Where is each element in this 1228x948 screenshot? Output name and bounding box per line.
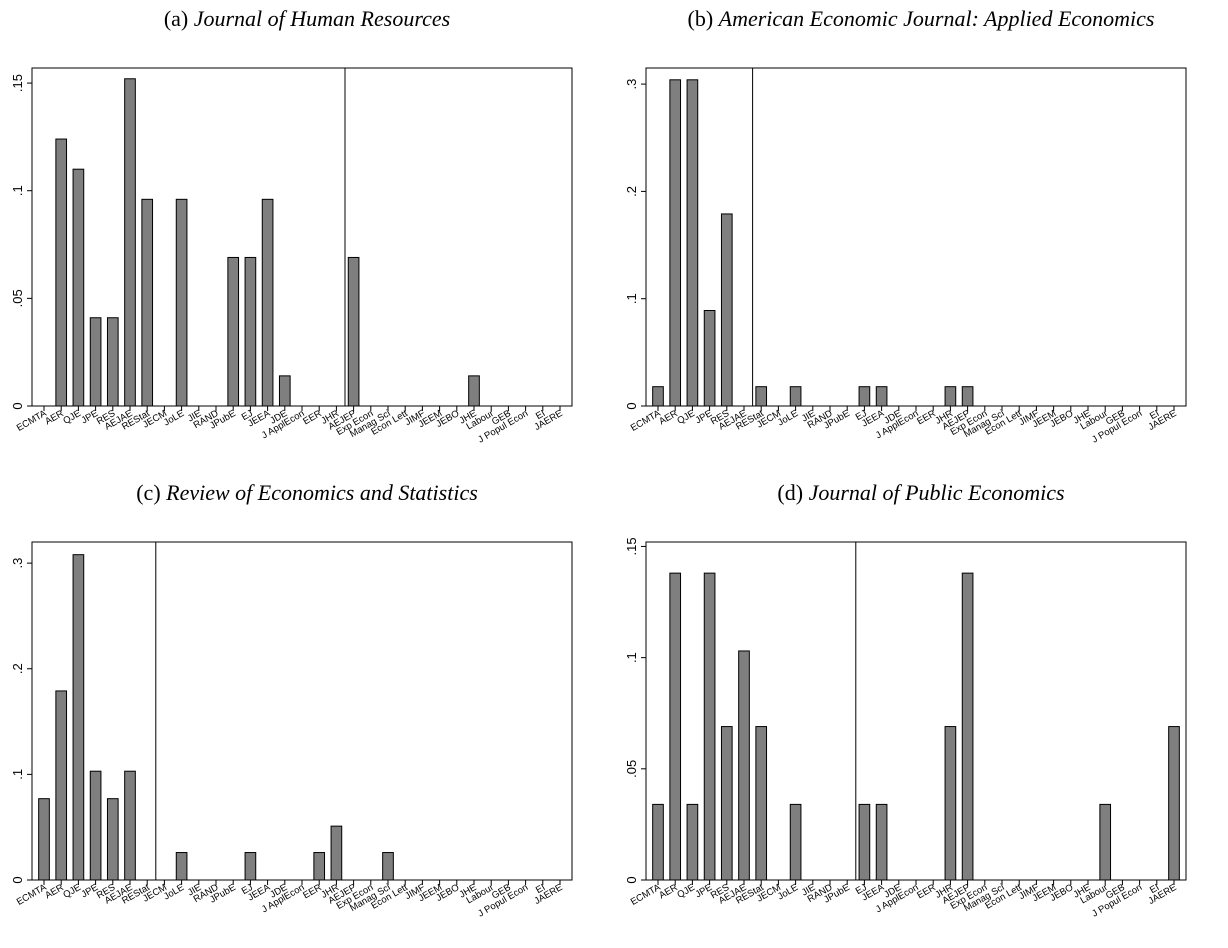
bar-eer	[313, 852, 326, 881]
bar-res	[106, 798, 119, 881]
bar-jpe	[703, 310, 716, 407]
y-tick-label: .05	[10, 289, 25, 307]
bar-jeea	[875, 386, 888, 407]
x-tick-label: JoLE	[776, 882, 800, 902]
y-tick-label: .2	[10, 663, 25, 674]
bar-qje	[686, 79, 699, 407]
panel-prefix: (d)	[777, 480, 804, 505]
y-tick-label: .3	[624, 79, 639, 90]
panel-title: (c) Review of Economics and Statistics	[0, 480, 614, 506]
bar-res	[720, 726, 733, 881]
bar-qje	[72, 168, 85, 407]
bar-aer	[669, 572, 682, 881]
panel-d: (d) Journal of Public Economics 0 .05 .1 .1…	[614, 474, 1228, 948]
panel-prefix: (c)	[136, 480, 161, 505]
bar-aer	[669, 79, 682, 407]
bar-ej	[244, 256, 257, 407]
bar-aejep	[961, 386, 974, 407]
bar-ej	[858, 386, 871, 407]
bar-jole	[175, 852, 188, 881]
bar-jpe	[703, 572, 716, 881]
y-tick-label: .15	[624, 537, 639, 555]
panel-title: (d) Journal of Public Economics	[614, 480, 1228, 506]
bar-aer	[55, 138, 68, 407]
bar-ej	[244, 852, 257, 881]
bar-jhe	[468, 375, 480, 407]
panel-prefix: (a)	[163, 6, 189, 31]
bar-aejep	[961, 572, 974, 881]
panel-journal-name: Journal of Human Resources	[193, 6, 451, 31]
panel-title: (a) Journal of Human Resources	[0, 6, 614, 32]
y-tick-label: 0	[10, 876, 25, 883]
y-tick-label: 0	[624, 402, 639, 409]
bar-jeea	[875, 803, 888, 881]
panel-b: (b) American Economic Journal: Applied E…	[614, 0, 1228, 474]
bar-aer	[55, 690, 68, 881]
bar-qje	[686, 803, 699, 881]
bar-jeea	[261, 198, 274, 407]
bar-ecmta	[652, 803, 664, 881]
y-tick-label: .3	[10, 558, 25, 569]
bar-jde	[278, 375, 291, 407]
bar-chart-d: 0.05.1.15ECMTAAERQJEJPERESAEJAEREStatJEC…	[624, 537, 1187, 920]
y-tick-label: .2	[624, 186, 639, 197]
y-tick-label: .1	[10, 769, 25, 780]
bar-jpe	[89, 770, 102, 881]
panel-prefix: (b)	[687, 6, 714, 31]
bar-res	[106, 317, 119, 407]
bar-res	[720, 213, 733, 407]
bar-jhr	[944, 726, 957, 881]
bar-qje	[72, 554, 85, 881]
bar-jole	[789, 386, 802, 407]
bar-aejep	[347, 256, 360, 407]
x-tick-label: EJ	[854, 408, 869, 423]
panel-c: (c) Review of Economics and Statistics 0…	[0, 474, 614, 948]
x-tick-label: EJ	[240, 882, 255, 897]
y-tick-label: 0	[10, 402, 25, 409]
x-tick-label: EJ	[240, 408, 255, 423]
panel-journal-name: Review of Economics and Statistics	[166, 480, 478, 505]
bar-chart-b: 0.1.2.3ECMTAAERQJEJPERESAEJAEREStatJECMJ…	[624, 67, 1187, 446]
bar-ej	[858, 803, 871, 881]
bar-restat	[141, 198, 154, 407]
bar-jpe	[89, 317, 102, 407]
panel-a: (a) Journal of Human Resources 0 .05 .1 .15…	[0, 0, 614, 474]
bar-ecmta	[652, 386, 664, 407]
y-tick-label: .1	[10, 185, 25, 196]
bar-jaere	[1168, 726, 1180, 881]
bar-chart-c: 0.1.2.3ECMTAAERQJEJPERESAEJAEREStatJECMJ…	[10, 541, 573, 920]
y-tick-label: .1	[624, 293, 639, 304]
bar-manag-sci	[382, 852, 394, 881]
y-tick-label: 0	[624, 876, 639, 883]
x-tick-label: JoLE	[776, 408, 800, 428]
bar-jpube	[227, 256, 240, 407]
bar-restat	[755, 386, 768, 407]
bar-chart-a: 0.05.1.15ECMTAAERQJEJPERESAEJAEREStatJEC…	[10, 67, 573, 446]
bar-restat	[755, 726, 768, 881]
bar-jole	[789, 803, 802, 881]
bar-aejae	[124, 78, 136, 407]
panel-journal-name: American Economic Journal: Applied Econo…	[718, 6, 1155, 31]
y-tick-label: .05	[624, 760, 639, 778]
y-tick-label: .1	[624, 652, 639, 663]
bar-jhr	[330, 825, 343, 881]
y-tick-label: .15	[10, 74, 25, 92]
bar-aejae	[738, 650, 750, 881]
bar-labour	[1099, 803, 1112, 881]
panel-title: (b) American Economic Journal: Applied E…	[614, 6, 1228, 32]
panel-journal-name: Journal of Public Economics	[808, 480, 1065, 505]
x-tick-label: JoLE	[162, 882, 186, 902]
bar-aejae	[124, 770, 136, 881]
x-tick-label: JoLE	[162, 408, 186, 428]
x-tick-label: EJ	[854, 882, 869, 897]
bar-jole	[175, 198, 188, 407]
bar-ecmta	[38, 798, 50, 881]
bar-jhr	[944, 386, 957, 407]
